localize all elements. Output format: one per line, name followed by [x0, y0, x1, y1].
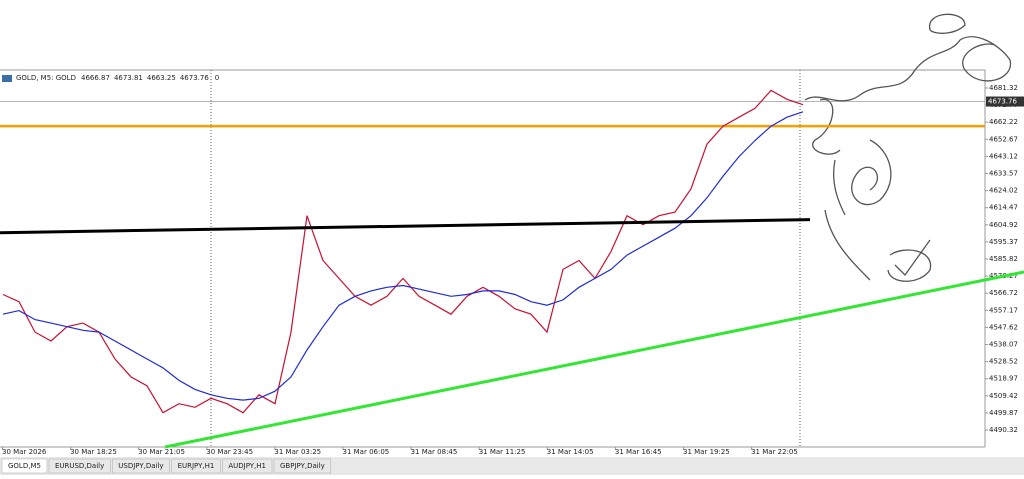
y-tick-label: 4499.87 — [989, 409, 1018, 417]
y-tick-label: 4681.32 — [989, 84, 1018, 92]
x-tick-label: 30 Mar 23:45 — [206, 448, 253, 456]
price-series — [2, 89, 804, 414]
handwritten-scribbles — [804, 13, 1012, 282]
tab — [273, 458, 332, 474]
x-tick-label: 31 Mar 14:05 — [547, 448, 594, 456]
current-price-box — [986, 96, 1024, 107]
y-tick-label: 4509.42 — [989, 392, 1018, 400]
y-tick-label: 4490.32 — [989, 426, 1018, 434]
tab — [112, 458, 170, 474]
y-tick-label: 4528.52 — [989, 358, 1018, 366]
y-tick-label: 4595.37 — [989, 238, 1018, 246]
header-price: 4673.76 — [180, 74, 209, 82]
price-series — [2, 111, 804, 401]
header-price: 4663.25 — [147, 74, 176, 82]
chart-icon — [2, 75, 12, 82]
y-tick-label: 4547.62 — [989, 323, 1018, 331]
y-tick-label: 4538.07 — [989, 341, 1018, 349]
tab-label: EURUSD,Daily — [55, 462, 104, 470]
y-tick-label: 4652.67 — [989, 135, 1018, 143]
chart-tab[interactable]: EURJPY,H1 — [171, 458, 221, 474]
chart-tab[interactable]: GBPJPY,Daily — [273, 458, 332, 474]
tab — [222, 458, 273, 474]
tab-label: GOLD,M5 — [8, 462, 41, 470]
header-symbol: GOLD, M5: GOLD — [16, 74, 76, 82]
tab-label: USDJPY,Daily — [118, 462, 163, 470]
trendline — [0, 218, 811, 235]
x-tick-label: 31 Mar 22:05 — [751, 448, 798, 456]
y-tick-label: 4643.12 — [989, 152, 1018, 160]
x-tick-label: 31 Mar 06:05 — [343, 448, 390, 456]
x-tick-label: 31 Mar 08:45 — [411, 448, 458, 456]
chart-tab[interactable]: USDJPY,Daily — [112, 458, 170, 474]
x-tick-label: 30 Mar 18:25 — [70, 448, 117, 456]
trendline — [164, 270, 1024, 449]
header-price: 4666.87 — [81, 74, 110, 82]
tab-label: GBPJPY,Daily — [280, 462, 325, 470]
x-tick-label: 31 Mar 03:25 — [274, 448, 321, 456]
tab-label: EURJPY,H1 — [178, 462, 215, 470]
tab — [171, 458, 221, 474]
x-tick-label: 30 Mar 21:05 — [138, 448, 185, 456]
y-tick-label: 4585.82 — [989, 255, 1018, 263]
tab — [1, 458, 48, 474]
header-spread: 0 — [215, 74, 219, 82]
y-tick-label: 4624.02 — [989, 187, 1018, 195]
tab-label: AUDJPY,H1 — [228, 462, 266, 470]
chart-tab[interactable]: GOLD,M5 — [1, 458, 48, 474]
tab — [48, 458, 111, 474]
y-tick-label: 4566.72 — [989, 289, 1018, 297]
x-tick-label: 31 Mar 19:25 — [683, 448, 730, 456]
y-tick-label: 4662.22 — [989, 118, 1018, 126]
x-tick-label: 31 Mar 11:25 — [479, 448, 526, 456]
chart-tab[interactable]: AUDJPY,H1 — [222, 458, 273, 474]
current-price-label: 4673.76 — [988, 98, 1017, 106]
y-tick-label: 4557.17 — [989, 306, 1018, 314]
chart-tab[interactable]: EURUSD,Daily — [48, 458, 111, 474]
y-tick-label: 4604.92 — [989, 221, 1018, 229]
x-tick-label: 31 Mar 16:45 — [615, 448, 662, 456]
y-tick-label: 4614.47 — [989, 204, 1018, 212]
y-tick-label: 4633.57 — [989, 169, 1018, 177]
y-tick-label: 4518.97 — [989, 375, 1018, 383]
x-tick-label: 30 Mar 2026 — [2, 448, 47, 456]
header-price: 4673.81 — [114, 74, 143, 82]
